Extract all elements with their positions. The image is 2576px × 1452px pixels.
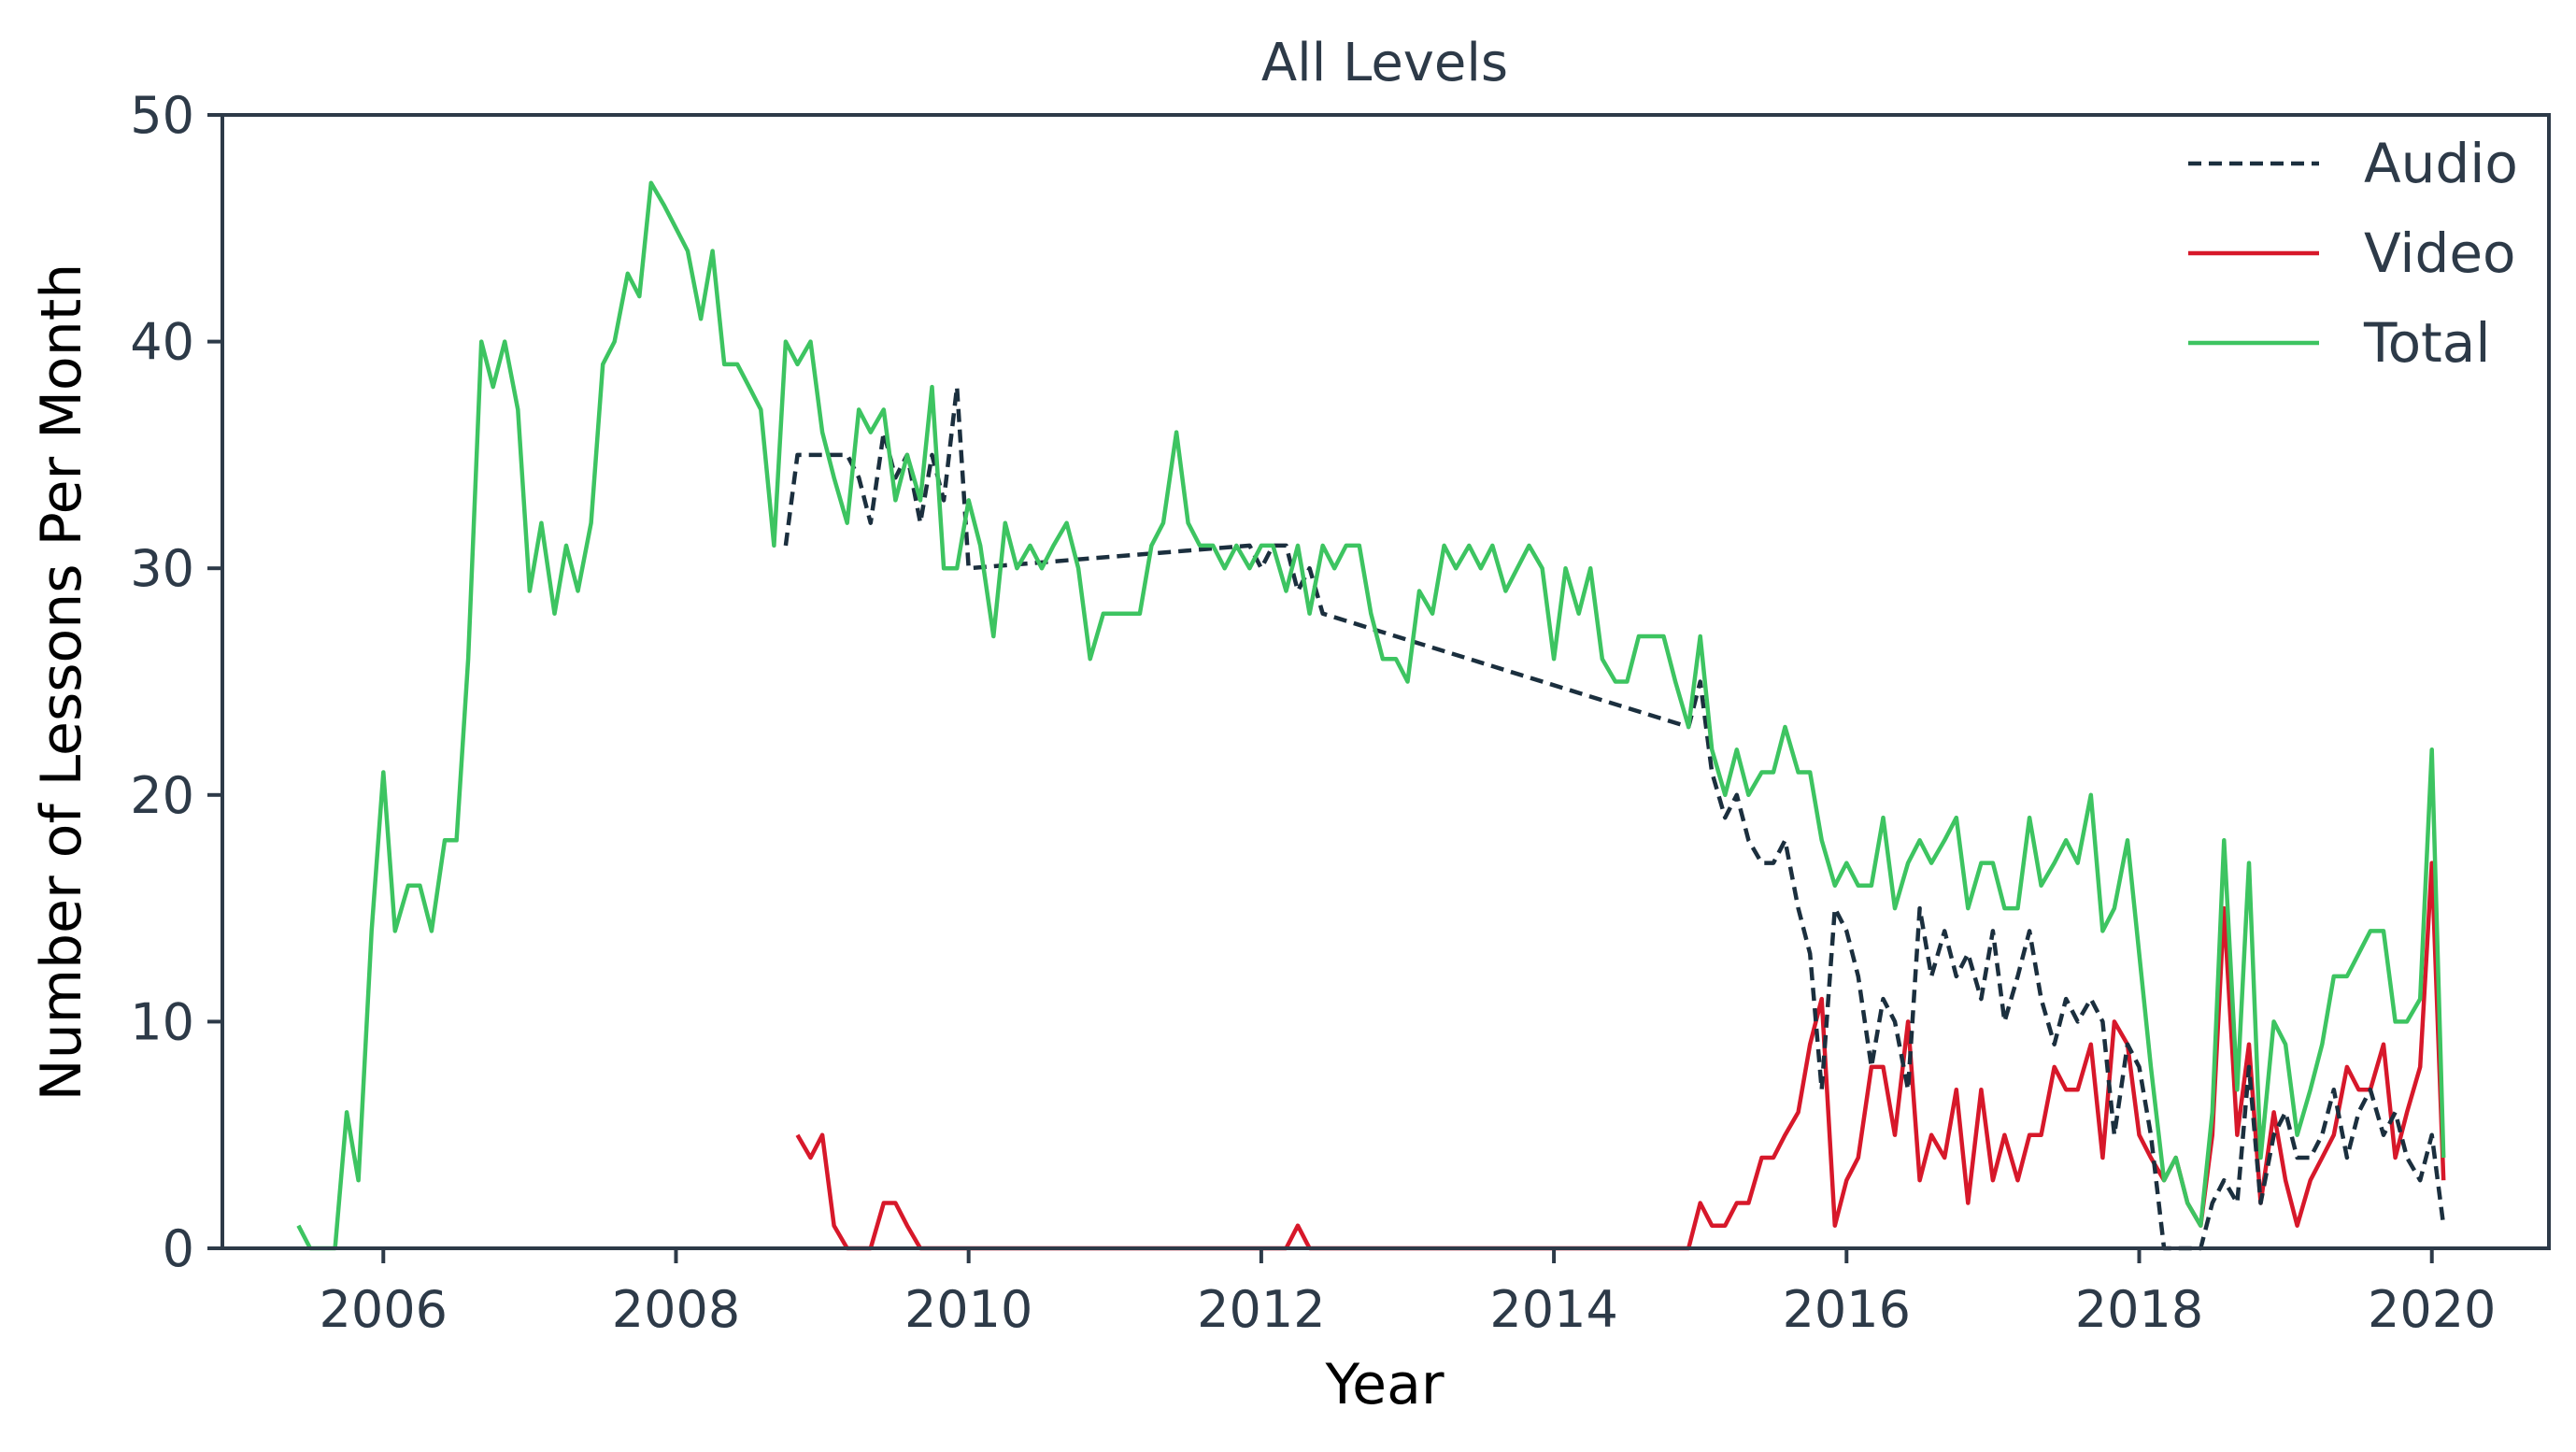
x-tick-label: 2010 bbox=[904, 1280, 1032, 1339]
y-tick-label: 20 bbox=[130, 766, 194, 825]
y-tick-label: 50 bbox=[130, 86, 194, 145]
legend-label-video: Video bbox=[2364, 221, 2516, 285]
chart-title: All Levels bbox=[1261, 33, 1508, 93]
x-axis-title: Year bbox=[1324, 1352, 1444, 1417]
y-tick-label: 40 bbox=[130, 313, 194, 372]
x-tick-label: 2014 bbox=[1489, 1280, 1617, 1339]
series-line-video bbox=[795, 861, 2446, 1251]
x-tick-label: 2020 bbox=[2368, 1280, 2496, 1339]
y-tick-label: 10 bbox=[130, 992, 194, 1051]
y-tick-label: 30 bbox=[130, 539, 194, 598]
x-tick-label: 2018 bbox=[2075, 1280, 2203, 1339]
series-line-total bbox=[296, 180, 2446, 1251]
x-tick-label: 2016 bbox=[1783, 1280, 1911, 1339]
legend: Audio Video Total bbox=[2188, 132, 2518, 375]
y-tick-label: 0 bbox=[163, 1219, 194, 1278]
axis-layer: 2006 2008 2010 2012 2014 2016 2018 2020 0 10 20 30 4… bbox=[130, 86, 2551, 1339]
legend-label-total: Total bbox=[2363, 311, 2490, 375]
series-line-audio bbox=[783, 384, 2446, 1251]
plot-frame bbox=[221, 113, 2551, 1250]
x-tick-label: 2008 bbox=[612, 1280, 740, 1339]
series-layer bbox=[296, 180, 2446, 1251]
x-tick-label: 2012 bbox=[1197, 1280, 1325, 1339]
y-axis-title: Number of Lessons Per Month bbox=[29, 263, 94, 1102]
legend-label-audio: Audio bbox=[2364, 132, 2518, 195]
x-tick-label: 2006 bbox=[320, 1280, 448, 1339]
